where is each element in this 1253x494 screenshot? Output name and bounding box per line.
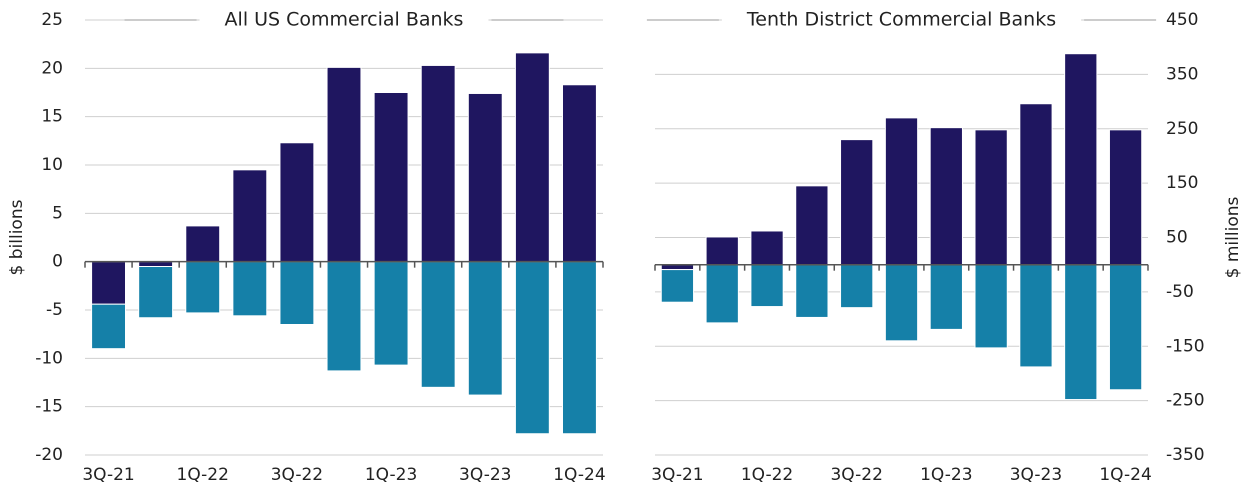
x-tick-label: 3Q-21 xyxy=(82,465,134,485)
bar-segment xyxy=(884,264,919,342)
x-tick-label: 1Q-24 xyxy=(1099,465,1151,485)
y-tick-label: 50 xyxy=(1166,228,1188,248)
bar-segment xyxy=(420,261,456,388)
y-tick-label: -20 xyxy=(35,445,63,465)
y-axis-label: $ millions xyxy=(1223,197,1243,279)
y-tick-label: 15 xyxy=(41,107,63,127)
bar-segment xyxy=(1064,264,1098,401)
bar-segment xyxy=(929,264,963,330)
title-background xyxy=(721,12,1082,28)
bar-segment xyxy=(660,269,695,303)
bar-segment xyxy=(974,129,1008,266)
chart-title: All US Commercial Banks xyxy=(225,9,464,31)
y-tick-label: -15 xyxy=(35,397,63,417)
x-tick-label: 1Q-23 xyxy=(920,465,972,485)
y-tick-label: -350 xyxy=(1166,445,1205,465)
bar-segment xyxy=(467,92,503,263)
bar-segment xyxy=(562,84,597,263)
bar-segment xyxy=(373,261,409,366)
bar-segment xyxy=(138,266,174,319)
bar-segment xyxy=(705,264,739,324)
bar-segment xyxy=(185,225,221,263)
chart-title: Tenth District Commercial Banks xyxy=(746,9,1056,31)
x-tick-label: 1Q-24 xyxy=(553,465,605,485)
bar-segment xyxy=(750,230,784,266)
x-tick-label: 3Q-23 xyxy=(459,465,511,485)
bar-segment xyxy=(795,264,829,318)
title-background xyxy=(199,12,489,28)
y-tick-label: 25 xyxy=(41,10,63,30)
bar-segment xyxy=(185,261,221,314)
bar-segment xyxy=(1019,264,1053,368)
bar-segment xyxy=(840,139,874,266)
bar-segment xyxy=(929,127,963,266)
bar-segment xyxy=(840,264,874,309)
bar-segment xyxy=(279,142,315,263)
y-axis-label: $ billions xyxy=(7,199,27,275)
x-tick-label: 3Q-23 xyxy=(1010,465,1062,485)
y-tick-label: -250 xyxy=(1166,391,1205,411)
x-tick-label: 1Q-22 xyxy=(741,465,793,485)
x-tick-label: 3Q-21 xyxy=(651,465,703,485)
x-tick-label: 3Q-22 xyxy=(271,465,323,485)
bar-segment xyxy=(562,261,597,435)
bar-segment xyxy=(514,261,550,435)
y-tick-label: -5 xyxy=(46,300,63,320)
y-tick-label: 150 xyxy=(1166,173,1198,193)
bar-segment xyxy=(884,117,919,266)
y-tick-label: 0 xyxy=(52,252,63,272)
bar-segment xyxy=(420,64,456,263)
y-tick-label: -10 xyxy=(35,348,63,368)
y-tick-label: -50 xyxy=(1166,282,1194,302)
bar-segment xyxy=(373,92,409,263)
bar-segment xyxy=(1064,53,1098,266)
y-tick-label: 450 xyxy=(1166,10,1198,30)
x-tick-label: 3Q-22 xyxy=(830,465,882,485)
bar-segment xyxy=(279,261,315,325)
x-tick-label: 1Q-22 xyxy=(177,465,229,485)
bar-segment xyxy=(1108,264,1143,391)
y-tick-label: 350 xyxy=(1166,64,1198,84)
bar-segment xyxy=(1108,129,1143,266)
bar-segment xyxy=(514,52,550,263)
y-tick-label: 20 xyxy=(41,58,63,78)
y-tick-label: 5 xyxy=(52,203,63,223)
y-tick-label: 250 xyxy=(1166,119,1198,139)
bar-segment xyxy=(232,261,268,317)
bar-segment xyxy=(1019,103,1053,266)
bar-segment xyxy=(467,261,503,396)
y-tick-label: 10 xyxy=(41,155,63,175)
bar-segment xyxy=(705,236,739,266)
bar-segment xyxy=(91,261,126,305)
y-tick-label: -150 xyxy=(1166,336,1205,356)
x-tick-label: 1Q-23 xyxy=(365,465,417,485)
bar-segment xyxy=(974,264,1008,349)
bar-segment xyxy=(232,169,268,263)
bar-segment xyxy=(326,261,362,372)
bar-segment xyxy=(750,264,784,308)
bar-segment xyxy=(795,185,829,266)
bar-segment xyxy=(326,66,362,263)
bar-segment xyxy=(91,303,126,350)
